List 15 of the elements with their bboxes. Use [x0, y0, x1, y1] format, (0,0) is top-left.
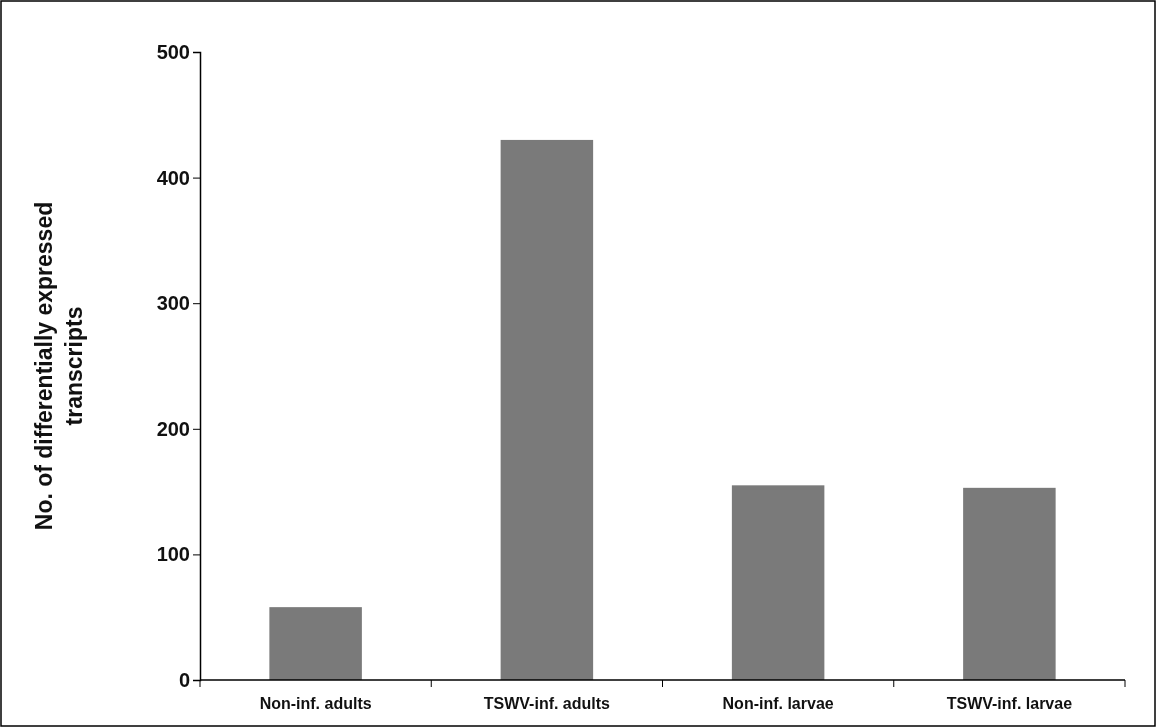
y-tick-label: 500 [156, 40, 190, 63]
x-tick-label: TSWV-inf. larvae [946, 695, 1073, 712]
x-tick-label: Non-inf. larvae [722, 695, 834, 712]
bar [500, 139, 594, 680]
bar [731, 485, 825, 680]
x-tick-label: TSWV-inf. adults [483, 695, 611, 712]
bar [269, 607, 362, 680]
bar [963, 487, 1056, 680]
y-axis-title: No. of differentially expressed transcripts [31, 201, 87, 531]
y-tick-label: 0 [178, 668, 190, 691]
x-tick-label: Non-inf. adults [259, 695, 372, 712]
y-tick-label: 400 [156, 166, 190, 189]
y-tick-label: 300 [156, 292, 190, 315]
y-tick-label: 100 [156, 543, 190, 566]
y-tick-label: 200 [156, 417, 190, 440]
